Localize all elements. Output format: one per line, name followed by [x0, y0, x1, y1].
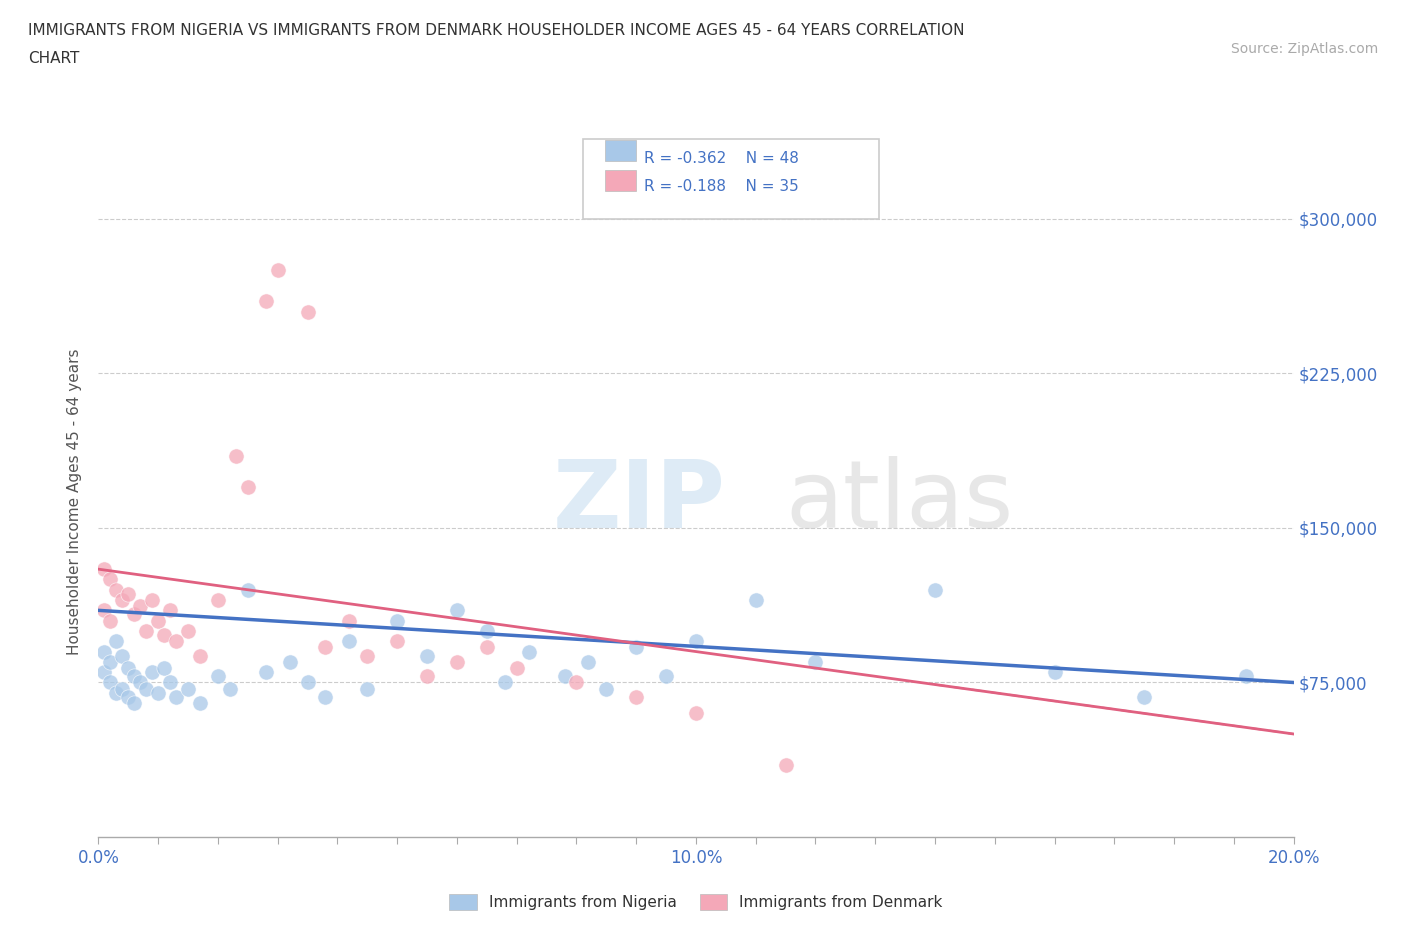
Point: [159, 603, 181, 618]
Point: [141, 665, 163, 680]
Point: [153, 660, 176, 675]
Point: [315, 689, 337, 704]
Point: [517, 644, 540, 659]
Point: [100, 655, 122, 670]
Point: [117, 660, 139, 675]
Point: [475, 640, 498, 655]
Point: [254, 294, 277, 309]
Point: [93, 562, 115, 577]
Point: [111, 592, 134, 607]
Point: [135, 681, 157, 696]
Legend: Immigrants from Nigeria, Immigrants from Denmark: Immigrants from Nigeria, Immigrants from…: [443, 888, 949, 916]
Point: [207, 669, 229, 684]
Text: IMMIGRANTS FROM NIGERIA VS IMMIGRANTS FROM DENMARK HOUSEHOLDER INCOME AGES 45 - : IMMIGRANTS FROM NIGERIA VS IMMIGRANTS FR…: [28, 23, 965, 38]
Point: [297, 304, 319, 319]
Point: [626, 640, 648, 655]
Text: atlas: atlas: [786, 457, 1014, 548]
Point: [129, 599, 152, 614]
Point: [626, 689, 648, 704]
Point: [93, 603, 115, 618]
Point: [105, 685, 128, 700]
Point: [135, 623, 157, 638]
Point: [416, 648, 439, 663]
Point: [416, 669, 439, 684]
Point: [207, 592, 229, 607]
Point: [385, 634, 409, 649]
Point: [93, 644, 115, 659]
Point: [578, 655, 600, 670]
Point: [356, 648, 378, 663]
Point: [315, 640, 337, 655]
Point: [339, 634, 360, 649]
Point: [93, 665, 115, 680]
Point: [159, 675, 181, 690]
Point: [1234, 669, 1257, 684]
Point: [236, 582, 259, 597]
Point: [356, 681, 378, 696]
Point: [804, 655, 827, 670]
Point: [129, 675, 152, 690]
Point: [446, 603, 468, 618]
Point: [595, 681, 617, 696]
Point: [165, 689, 187, 704]
Point: [124, 607, 146, 622]
Point: [117, 587, 139, 602]
Point: [775, 757, 797, 772]
Text: CHART: CHART: [28, 51, 80, 66]
Point: [924, 582, 946, 597]
Point: [339, 613, 360, 628]
Text: Source: ZipAtlas.com: Source: ZipAtlas.com: [1230, 42, 1378, 56]
Point: [100, 613, 122, 628]
Point: [188, 648, 211, 663]
Point: [446, 655, 468, 670]
Point: [105, 634, 128, 649]
Point: [165, 634, 187, 649]
Point: [105, 582, 128, 597]
Point: [297, 675, 319, 690]
Point: [565, 675, 588, 690]
Point: [385, 613, 409, 628]
Point: [153, 628, 176, 643]
Point: [100, 675, 122, 690]
Point: [267, 263, 290, 278]
Point: [685, 706, 707, 721]
Point: [219, 681, 242, 696]
Point: [554, 669, 576, 684]
Point: [1043, 665, 1066, 680]
Point: [124, 696, 146, 711]
Point: [236, 479, 259, 494]
Text: ZIP: ZIP: [553, 457, 725, 548]
Point: [148, 685, 170, 700]
Point: [254, 665, 277, 680]
Point: [1133, 689, 1156, 704]
Point: [188, 696, 211, 711]
Y-axis label: Householder Income Ages 45 - 64 years: Householder Income Ages 45 - 64 years: [67, 349, 83, 656]
Point: [225, 448, 247, 463]
Point: [177, 681, 200, 696]
Text: R = -0.188    N = 35: R = -0.188 N = 35: [644, 179, 799, 194]
Point: [111, 648, 134, 663]
Point: [475, 623, 498, 638]
Point: [177, 623, 200, 638]
Point: [117, 689, 139, 704]
Text: R = -0.362    N = 48: R = -0.362 N = 48: [644, 151, 799, 166]
Point: [745, 592, 768, 607]
Point: [506, 660, 529, 675]
Point: [278, 655, 301, 670]
Point: [124, 669, 146, 684]
Point: [494, 675, 516, 690]
Point: [141, 592, 163, 607]
Point: [655, 669, 678, 684]
Point: [111, 681, 134, 696]
Point: [148, 613, 170, 628]
Point: [100, 572, 122, 587]
Point: [685, 634, 707, 649]
